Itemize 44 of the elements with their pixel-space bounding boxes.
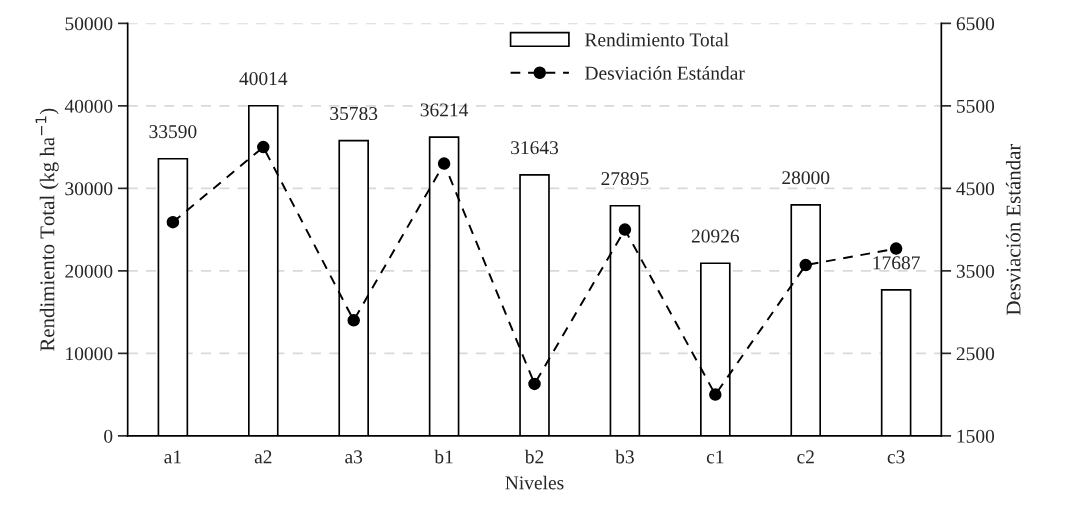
- data-label: 20926: [691, 229, 740, 243]
- x-tick-label: a2: [254, 450, 272, 464]
- x-tick-label: a3: [345, 450, 363, 464]
- point: [166, 215, 180, 229]
- y2-tick-label: 4500: [956, 182, 995, 196]
- x-tick-label: b3: [615, 449, 634, 464]
- point: [347, 314, 360, 327]
- x-tick-label: c3: [887, 450, 905, 464]
- y2-tick-label: 2500: [956, 347, 995, 361]
- y-axis-title: Rendimiento Total (kg ha$^{−1}$): [35, 108, 59, 351]
- data-label: 28000: [782, 171, 830, 185]
- legend-label: Desviación Estándar: [585, 66, 745, 80]
- data-label: 33590: [149, 125, 197, 139]
- y-tick-label: 50000: [65, 17, 113, 31]
- data-label: 36214: [420, 103, 469, 117]
- x-tick-label: a1: [164, 450, 181, 464]
- y-tick-label: 10000: [66, 347, 113, 361]
- point: [528, 377, 541, 391]
- y-tick-label: 20000: [65, 264, 113, 278]
- point: [257, 140, 270, 154]
- point: [618, 223, 632, 236]
- point: [889, 242, 903, 255]
- y2-axis-title: Desviación Estándar: [1005, 143, 1021, 315]
- y-tick-label: 40000: [64, 99, 113, 113]
- point: [799, 258, 812, 272]
- x-tick-label: c1: [706, 450, 724, 464]
- y-tick-label: 30000: [65, 182, 113, 196]
- x-tick-label: c2: [797, 450, 814, 464]
- y2-tick-label: 1500: [957, 429, 995, 443]
- data-label: 17687: [873, 256, 920, 270]
- x-tick-label: b1: [434, 449, 453, 464]
- x-axis-title: Niveles: [505, 475, 564, 490]
- y2-tick-label: 5500: [957, 99, 995, 113]
- data-label: 27895: [601, 171, 649, 186]
- data-label: 31643: [511, 141, 559, 155]
- legend-label: Rendimiento Total: [585, 32, 729, 47]
- x-tick-label: b2: [524, 449, 544, 464]
- data-label: 35783: [330, 106, 378, 121]
- y-tick-label: 0: [104, 429, 113, 443]
- point: [709, 388, 722, 401]
- data-label: 40014: [239, 72, 288, 86]
- y2-tick-label: 6500: [956, 17, 995, 31]
- point: [437, 157, 451, 170]
- y2-tick-label: 3500: [956, 264, 995, 278]
